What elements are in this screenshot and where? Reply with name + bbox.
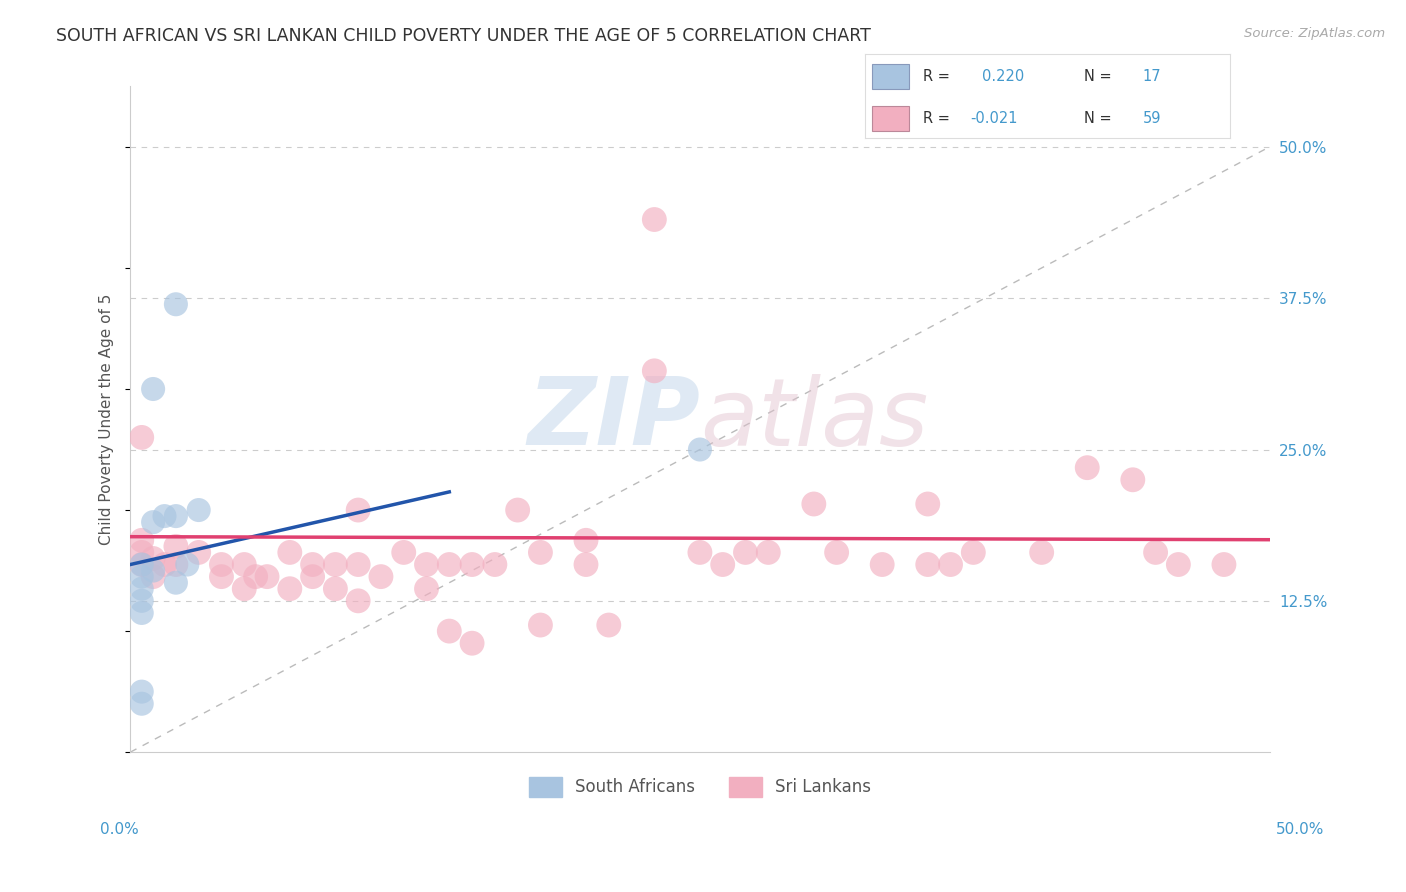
Point [211, 558, 233, 572]
Point [598, 618, 620, 632]
Point [347, 503, 370, 517]
Point [301, 558, 323, 572]
Point [165, 297, 187, 311]
Text: 0.0%: 0.0% [100, 822, 139, 837]
Point [689, 545, 711, 559]
Point [131, 594, 153, 608]
Point [575, 558, 598, 572]
Point [153, 509, 176, 524]
Point [131, 582, 153, 596]
Point [392, 545, 415, 559]
Point [825, 545, 848, 559]
Text: SOUTH AFRICAN VS SRI LANKAN CHILD POVERTY UNDER THE AGE OF 5 CORRELATION CHART: SOUTH AFRICAN VS SRI LANKAN CHILD POVERT… [56, 27, 872, 45]
Point [233, 582, 256, 596]
Point [131, 558, 153, 572]
Point [153, 558, 176, 572]
Point [165, 509, 187, 524]
Point [165, 558, 187, 572]
Point [870, 558, 893, 572]
Point [187, 503, 209, 517]
Text: 0.220: 0.220 [981, 69, 1024, 84]
Point [131, 558, 153, 572]
Point [461, 558, 484, 572]
Point [142, 569, 165, 583]
Text: R =: R = [924, 69, 955, 84]
Point [131, 606, 153, 620]
Legend: South Africans, Sri Lankans: South Africans, Sri Lankans [522, 770, 877, 804]
Point [917, 558, 939, 572]
Point [1076, 460, 1098, 475]
Point [643, 364, 665, 378]
Point [165, 540, 187, 554]
Text: R =: R = [924, 112, 955, 127]
Point [325, 582, 347, 596]
FancyBboxPatch shape [872, 63, 908, 89]
Point [1122, 473, 1144, 487]
Point [803, 497, 825, 511]
Point [131, 569, 153, 583]
Text: Source: ZipAtlas.com: Source: ZipAtlas.com [1244, 27, 1385, 40]
Point [1213, 558, 1236, 572]
Point [187, 545, 209, 559]
Point [756, 545, 779, 559]
Point [415, 582, 437, 596]
Point [939, 558, 962, 572]
Text: N =: N = [1084, 69, 1116, 84]
Point [131, 697, 153, 711]
Text: atlas: atlas [700, 374, 928, 465]
Point [325, 558, 347, 572]
Point [461, 636, 484, 650]
Point [575, 533, 598, 548]
Point [415, 558, 437, 572]
Point [439, 558, 461, 572]
Point [711, 558, 734, 572]
Point [278, 582, 301, 596]
Point [211, 569, 233, 583]
Point [529, 618, 551, 632]
Point [131, 545, 153, 559]
Point [506, 503, 529, 517]
Y-axis label: Child Poverty Under the Age of 5: Child Poverty Under the Age of 5 [100, 293, 114, 545]
Point [278, 545, 301, 559]
Point [142, 515, 165, 529]
Point [233, 558, 256, 572]
Text: -0.021: -0.021 [970, 112, 1018, 127]
Point [347, 594, 370, 608]
Point [301, 569, 323, 583]
Point [484, 558, 506, 572]
Point [734, 545, 756, 559]
Point [439, 624, 461, 639]
Point [347, 558, 370, 572]
Point [256, 569, 278, 583]
Point [165, 575, 187, 590]
Text: N =: N = [1084, 112, 1116, 127]
Point [962, 545, 984, 559]
Point [131, 533, 153, 548]
Text: 50.0%: 50.0% [1277, 822, 1324, 837]
Point [1144, 545, 1167, 559]
Point [131, 684, 153, 698]
Point [643, 212, 665, 227]
Point [370, 569, 392, 583]
Text: 59: 59 [1143, 112, 1161, 127]
Point [131, 430, 153, 444]
Text: ZIP: ZIP [527, 373, 700, 466]
Point [689, 442, 711, 457]
Point [142, 382, 165, 396]
Point [142, 564, 165, 578]
Point [917, 497, 939, 511]
Point [1167, 558, 1189, 572]
Text: 17: 17 [1143, 69, 1161, 84]
Point [245, 569, 267, 583]
FancyBboxPatch shape [872, 106, 908, 131]
Point [529, 545, 551, 559]
Point [1031, 545, 1053, 559]
Point [176, 558, 198, 572]
Point [142, 551, 165, 566]
